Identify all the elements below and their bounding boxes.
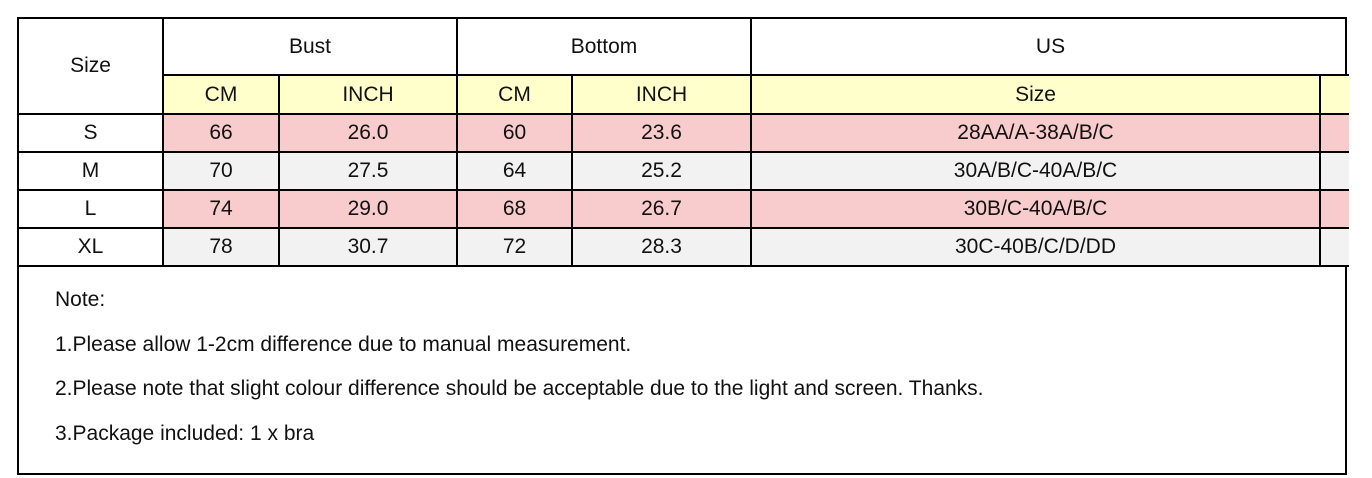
- header-bottom: Bottom: [456, 19, 752, 76]
- cell-bust-cm: 66: [162, 113, 280, 153]
- cell-bottom-cm: 64: [456, 151, 573, 191]
- table-row: L 74 29.0 68 26.7 30B/C-40A/B/C: [19, 189, 1349, 229]
- header-bust: Bust: [162, 19, 458, 76]
- cell-bottom-cm: 60: [456, 113, 573, 153]
- cell-bottom-inch: 23.6: [571, 113, 752, 153]
- cell-bust-inch: 29.0: [278, 189, 458, 229]
- header-row: Size Bust Bottom US: [19, 19, 1349, 115]
- cell-bust-inch: 30.7: [278, 227, 458, 267]
- cell-bottom-inch: 28.3: [571, 227, 752, 267]
- cell-us: 30A/B/C-40A/B/C: [750, 151, 1321, 191]
- cell-us: 30B/C-40A/B/C: [750, 189, 1321, 229]
- note-item: 1.Please allow 1-2cm difference due to m…: [55, 332, 632, 356]
- table-row: XL 78 30.7 72 28.3 30C-40B/C/D/DD: [19, 227, 1349, 267]
- notes-section: Note: 1.Please allow 1-2cm difference du…: [19, 267, 1345, 473]
- cell-size: L: [19, 189, 164, 229]
- cell-size: S: [19, 113, 164, 153]
- subheader-us-size: Size: [750, 74, 1321, 115]
- cell-extra: [1319, 151, 1349, 191]
- subheader-bottom-cm: CM: [456, 74, 573, 115]
- cell-bust-inch: 26.0: [278, 113, 458, 153]
- cell-bottom-inch: 25.2: [571, 151, 752, 191]
- table-row: S 66 26.0 60 23.6 28AA/A-38A/B/C: [19, 113, 1349, 153]
- cell-bottom-cm: 68: [456, 189, 573, 229]
- note-item: 2.Please note that slight colour differe…: [55, 377, 984, 400]
- cell-bust-cm: 78: [162, 227, 280, 267]
- cell-bottom-inch: 26.7: [571, 189, 752, 229]
- size-chart: Size Bust Bottom US CM INCH CM INCH Size…: [17, 17, 1349, 475]
- subheader-row: CM INCH CM INCH Size: [19, 74, 1349, 115]
- cell-bust-cm: 70: [162, 151, 280, 191]
- header-us: US: [750, 19, 1349, 76]
- subheader-bust-inch: INCH: [278, 74, 458, 115]
- cell-size: M: [19, 151, 164, 191]
- subheader-bottom-inch: INCH: [571, 74, 752, 115]
- cell-size: XL: [19, 227, 164, 267]
- table-row: M 70 27.5 64 25.2 30A/B/C-40A/B/C: [19, 151, 1349, 191]
- cell-bust-inch: 27.5: [278, 151, 458, 191]
- note-title: Note:: [55, 288, 106, 311]
- note-item: 3.Package included: 1 x bra: [55, 421, 315, 445]
- cell-bust-cm: 74: [162, 189, 280, 229]
- subheader-bust-cm: CM: [163, 74, 280, 115]
- cell-extra: [1319, 113, 1349, 153]
- cell-extra: [1319, 227, 1349, 267]
- cell-us: 30C-40B/C/D/DD: [750, 227, 1321, 267]
- cell-extra: [1319, 189, 1349, 229]
- cell-us: 28AA/A-38A/B/C: [750, 113, 1321, 153]
- header-size: Size: [19, 19, 164, 115]
- cell-bottom-cm: 72: [456, 227, 573, 267]
- subheader-extra: [1319, 74, 1349, 115]
- size-table: Size Bust Bottom US CM INCH CM INCH Size…: [19, 19, 1349, 267]
